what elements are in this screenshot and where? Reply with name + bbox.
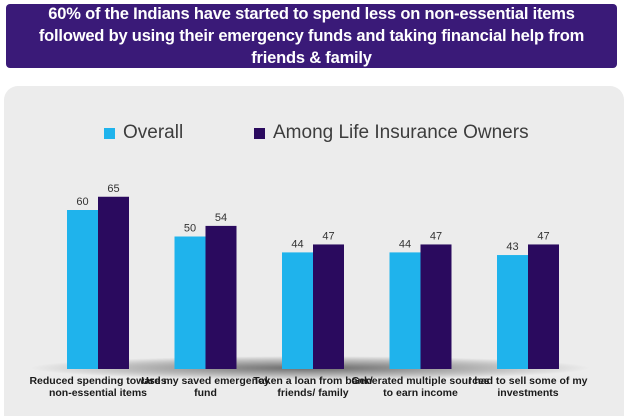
bar-overall-0 bbox=[67, 210, 98, 369]
chart-title: 60% of the Indians have started to spend… bbox=[38, 5, 585, 67]
bar-owners-2 bbox=[313, 244, 344, 369]
legend-label-overall: Overall bbox=[123, 122, 184, 143]
category-label-3: Generated multiple sources to earn incom… bbox=[351, 375, 490, 399]
data-label-overall-1: 50 bbox=[184, 223, 196, 235]
bar-owners-0 bbox=[98, 196, 129, 369]
legend-swatch-owners bbox=[254, 127, 265, 139]
data-label-owners-2: 47 bbox=[322, 230, 334, 242]
category-label-4: I had to sell some of my investments bbox=[468, 375, 588, 399]
bar-owners-4 bbox=[528, 244, 559, 369]
bar-owners-3 bbox=[420, 244, 452, 369]
category-label-0: Reduced spending towards non-essential i… bbox=[29, 375, 167, 399]
legend-item-overall: Overall bbox=[104, 121, 183, 145]
data-label-overall-0: 60 bbox=[76, 196, 88, 208]
legend-swatch-overall bbox=[104, 127, 115, 139]
category-label-1: Use my saved emergency fund bbox=[141, 375, 270, 399]
data-label-owners-0: 65 bbox=[107, 183, 119, 195]
bar-overall-3 bbox=[389, 252, 421, 369]
bar-owners-1 bbox=[205, 225, 237, 369]
legend-item-owners: Among Life Insurance Owners bbox=[254, 121, 529, 145]
data-label-overall-4: 43 bbox=[506, 241, 518, 253]
bar-overall-2 bbox=[282, 252, 313, 369]
data-label-owners-4: 47 bbox=[537, 230, 549, 242]
data-label-owners-1: 54 bbox=[215, 212, 227, 224]
bar-overall-1 bbox=[174, 236, 206, 369]
category-label-2: Taken a loan from bank/ friends/ family bbox=[253, 375, 373, 399]
legend-label-owners: Among Life Insurance Owners bbox=[273, 122, 529, 143]
data-label-overall-2: 44 bbox=[291, 238, 303, 250]
data-label-overall-3: 44 bbox=[399, 238, 411, 250]
bar-overall-4 bbox=[497, 255, 528, 369]
title-banner: 60% of the Indians have started to spend… bbox=[6, 4, 617, 68]
data-label-owners-3: 47 bbox=[430, 230, 442, 242]
